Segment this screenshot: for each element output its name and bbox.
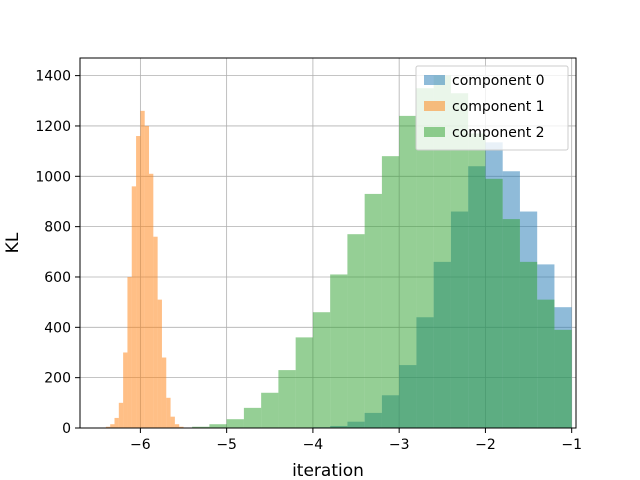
bar-series-1 bbox=[131, 186, 137, 428]
bar-series-1 bbox=[149, 173, 154, 428]
bar-series-1 bbox=[174, 424, 180, 428]
bar-series-2 bbox=[416, 88, 434, 429]
y-tick-label: 1200 bbox=[35, 119, 71, 135]
bar-series-1 bbox=[166, 397, 171, 428]
bar-series-2 bbox=[347, 234, 365, 428]
bar-series-2 bbox=[450, 93, 469, 428]
y-axis-ticks: 0 200 400 600 800 1000 1200 1400 bbox=[35, 69, 80, 437]
bar-series-2 bbox=[502, 219, 520, 428]
x-axis-ticks: −6 −5 −4 −3 −2 −1 bbox=[130, 428, 582, 453]
bar-series-2 bbox=[312, 312, 331, 428]
y-tick-label: 0 bbox=[62, 421, 71, 437]
x-tick-label: −1 bbox=[561, 437, 582, 453]
bar-series-2 bbox=[433, 75, 451, 428]
bar-series-2 bbox=[295, 337, 313, 428]
bar-series-2 bbox=[537, 299, 555, 428]
bar-series-1 bbox=[110, 424, 115, 428]
bar-series-2 bbox=[278, 370, 296, 428]
y-tick-label: 800 bbox=[44, 220, 71, 236]
bar-series-2 bbox=[261, 392, 279, 428]
legend-swatch bbox=[424, 75, 445, 85]
bar-series-2 bbox=[330, 274, 348, 428]
legend: component 0 component 1 component 2 bbox=[415, 65, 569, 151]
y-tick-label: 600 bbox=[44, 270, 71, 286]
bar-series-2 bbox=[381, 156, 400, 428]
x-tick-label: −2 bbox=[475, 437, 496, 453]
bar-series-2 bbox=[226, 419, 244, 428]
bar-series-1 bbox=[179, 426, 184, 428]
legend-entry-label: component 2 bbox=[452, 125, 545, 141]
bar-series-1 bbox=[123, 352, 128, 428]
bar-series-2 bbox=[399, 115, 417, 428]
bar-series-2 bbox=[243, 407, 262, 428]
legend-box bbox=[415, 65, 569, 151]
x-tick-label: −3 bbox=[389, 437, 410, 453]
bar-series-1 bbox=[105, 426, 111, 428]
y-tick-label: 200 bbox=[44, 371, 71, 387]
bar-series-1 bbox=[118, 402, 124, 428]
bar-series-2 bbox=[468, 133, 486, 429]
bar-series-1 bbox=[153, 236, 158, 428]
bar-series-1 bbox=[140, 110, 145, 428]
y-tick-label: 1400 bbox=[35, 69, 71, 85]
x-tick-label: −4 bbox=[303, 437, 324, 453]
bar-series-1 bbox=[136, 136, 141, 428]
legend-entry-label: component 1 bbox=[452, 99, 545, 115]
bar-series-2 bbox=[209, 424, 227, 428]
bar-series-1 bbox=[170, 416, 175, 428]
x-tick-label: −5 bbox=[216, 437, 237, 453]
bar-series-1 bbox=[157, 299, 162, 428]
legend-entry-label: component 0 bbox=[452, 73, 545, 89]
bars bbox=[105, 75, 572, 429]
bar-series-1 bbox=[114, 417, 119, 428]
bar-series-2 bbox=[364, 193, 382, 428]
bar-series-2 bbox=[554, 329, 572, 428]
legend-swatch bbox=[424, 101, 445, 111]
plot-frame bbox=[79, 57, 577, 429]
x-axis-label: iteration bbox=[292, 461, 364, 480]
y-tick-label: 1000 bbox=[35, 169, 71, 185]
bar-series-1 bbox=[127, 276, 132, 428]
y-tick-label: 400 bbox=[44, 320, 71, 336]
x-tick-label: −6 bbox=[130, 437, 151, 453]
bar-series-2 bbox=[485, 178, 503, 428]
bar-series-1 bbox=[161, 357, 167, 428]
bar-series-2 bbox=[519, 261, 538, 428]
y-axis-label: KL bbox=[3, 232, 23, 253]
legend-swatch bbox=[424, 127, 445, 137]
bar-series-2 bbox=[192, 426, 210, 428]
bar-series-1 bbox=[144, 125, 150, 429]
